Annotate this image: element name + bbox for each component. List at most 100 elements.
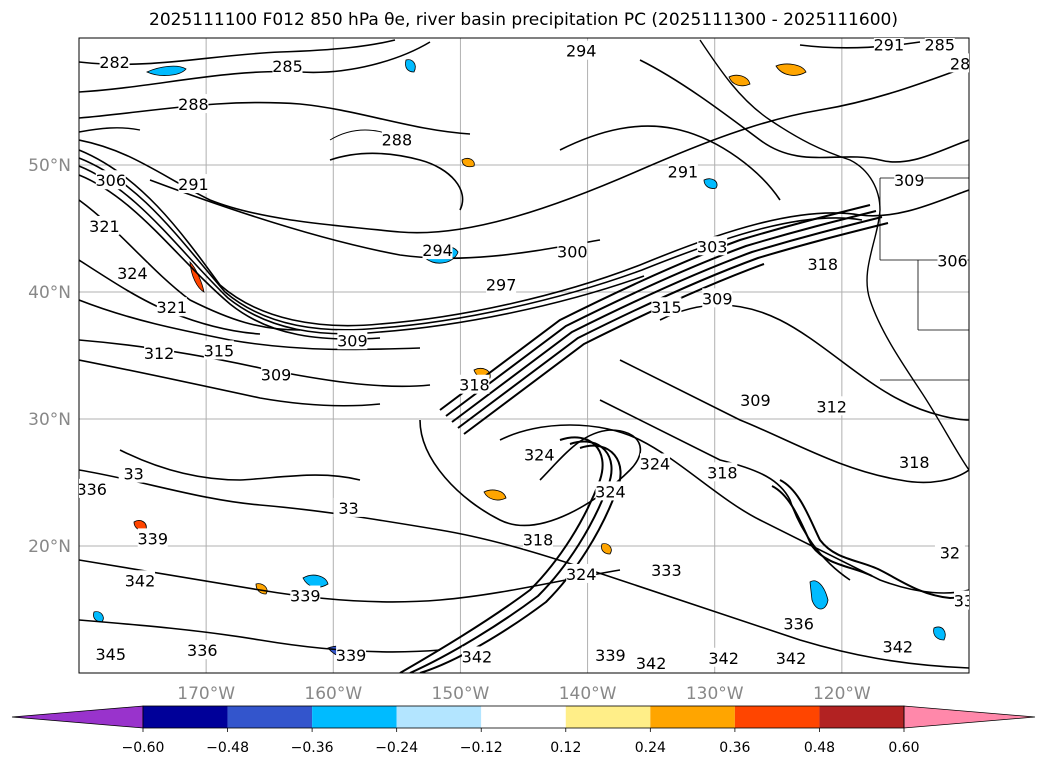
- contour-label-bg: [178, 94, 209, 114]
- contour-label-bg: [937, 250, 968, 270]
- contour-label: 309: [702, 289, 733, 308]
- precip-blob: [461, 158, 475, 168]
- contour-label-bg: [95, 643, 126, 663]
- contour-label: 339: [290, 587, 321, 606]
- contour-label-bg: [667, 161, 698, 181]
- longitude-label: 150°W: [432, 684, 490, 704]
- contour-label-bg: [740, 389, 771, 409]
- contour-label-bg: [934, 542, 965, 562]
- contour-label: 282: [99, 53, 130, 72]
- contour-label: 336: [187, 641, 218, 660]
- contour-line: [409, 440, 613, 673]
- contour-line: [799, 41, 921, 49]
- contour-line: [79, 65, 969, 234]
- contour-label: 318: [523, 531, 554, 550]
- contour-line: [79, 619, 441, 653]
- contour-line: [79, 101, 471, 135]
- contour-label-bg: [566, 563, 597, 583]
- contour-label-bg: [697, 236, 728, 256]
- contour-label-bg: [337, 330, 368, 350]
- contour-label: 291: [668, 162, 699, 181]
- contour-label: 285: [924, 35, 955, 54]
- contour-label-bg: [422, 240, 453, 260]
- contour-label: 318: [899, 453, 930, 472]
- precip-blob: [483, 489, 507, 501]
- contour-label-bg: [899, 452, 930, 472]
- coastlines: [79, 39, 969, 471]
- contour-label-bg: [461, 646, 492, 666]
- contour-label-bg: [486, 274, 517, 294]
- contour-label-bg: [924, 38, 955, 54]
- contour-label-bg: [290, 585, 321, 605]
- contour-label-bg: [636, 652, 667, 672]
- contour-label: 336: [76, 480, 107, 499]
- contour-label-bg: [178, 174, 209, 194]
- contour-line: [79, 174, 381, 340]
- contour-label-bg: [954, 590, 969, 610]
- contour-line: [79, 559, 621, 603]
- precip-blob: [146, 65, 187, 76]
- contour-label-bg: [144, 342, 175, 362]
- contour-label: 291: [178, 175, 209, 194]
- contour-label: 342: [883, 637, 914, 656]
- contour-label: 294: [566, 42, 597, 61]
- contour-label: 324: [524, 446, 555, 465]
- contour-label: 342: [708, 649, 739, 668]
- contour-label: 32: [940, 543, 960, 562]
- contour-label-bg: [557, 241, 588, 261]
- contour-line: [119, 449, 361, 481]
- contour-label: 291: [874, 35, 905, 54]
- contour-label-bg: [651, 560, 682, 580]
- contour-label: 339: [336, 646, 367, 665]
- contour-label: 324: [117, 264, 148, 283]
- contour-label: 315: [204, 341, 235, 360]
- latitude-label: 50°N: [28, 156, 71, 176]
- longitude-label: 130°W: [686, 684, 744, 704]
- contour-label-bg: [336, 645, 367, 665]
- contour-label: 336: [783, 614, 814, 633]
- contour-line: [329, 152, 464, 211]
- contour-line: [79, 299, 421, 351]
- contour-label-bg: [156, 297, 187, 317]
- longitude-label: 160°W: [304, 684, 362, 704]
- contour-label: 324: [566, 565, 597, 584]
- contour-line: [771, 485, 873, 577]
- contour-label: 33: [123, 465, 143, 484]
- longitude-label: 170°W: [177, 684, 235, 704]
- contour-line: [451, 216, 883, 423]
- contour-label: 321: [89, 217, 120, 236]
- latitude-label: 20°N: [28, 537, 71, 557]
- contour-label: 312: [144, 344, 175, 363]
- contour-label: 294: [422, 241, 453, 260]
- contour-label: 339: [137, 529, 168, 548]
- latitude-label: 40°N: [28, 283, 71, 303]
- latitude-label: 30°N: [28, 410, 71, 430]
- contour-label-bg: [566, 40, 597, 60]
- precip-shading: [93, 59, 946, 658]
- contour-label-bg: [125, 570, 156, 590]
- contour-label-bg: [783, 613, 814, 633]
- precip-blob: [728, 74, 751, 87]
- contour-label: 312: [816, 397, 847, 416]
- contour-label-bg: [187, 640, 218, 660]
- contour-label: 297: [486, 275, 517, 294]
- contour-line: [445, 210, 877, 417]
- contour-label-bg: [816, 396, 847, 416]
- longitude-labels: 170°W 160°W 150°W 140°W 130°W 120°W: [177, 684, 871, 704]
- contour-line: [619, 359, 969, 484]
- contour-label: 285: [272, 57, 303, 76]
- contour-label-bg: [708, 647, 739, 667]
- contour-label-bg: [882, 636, 913, 656]
- contour-label: 309: [337, 331, 368, 350]
- contour-label: 339: [954, 592, 985, 611]
- contour-label: 303: [697, 237, 728, 256]
- contour-line: [79, 165, 645, 335]
- contour-label: 306: [937, 251, 968, 270]
- figure-title: 2025111100 F012 850 hPa θe, river basin …: [149, 10, 898, 30]
- contour-line: [399, 436, 604, 673]
- contour-label: 339: [595, 646, 626, 665]
- contour-label: 306: [96, 171, 127, 190]
- contour-label-bg: [522, 529, 553, 549]
